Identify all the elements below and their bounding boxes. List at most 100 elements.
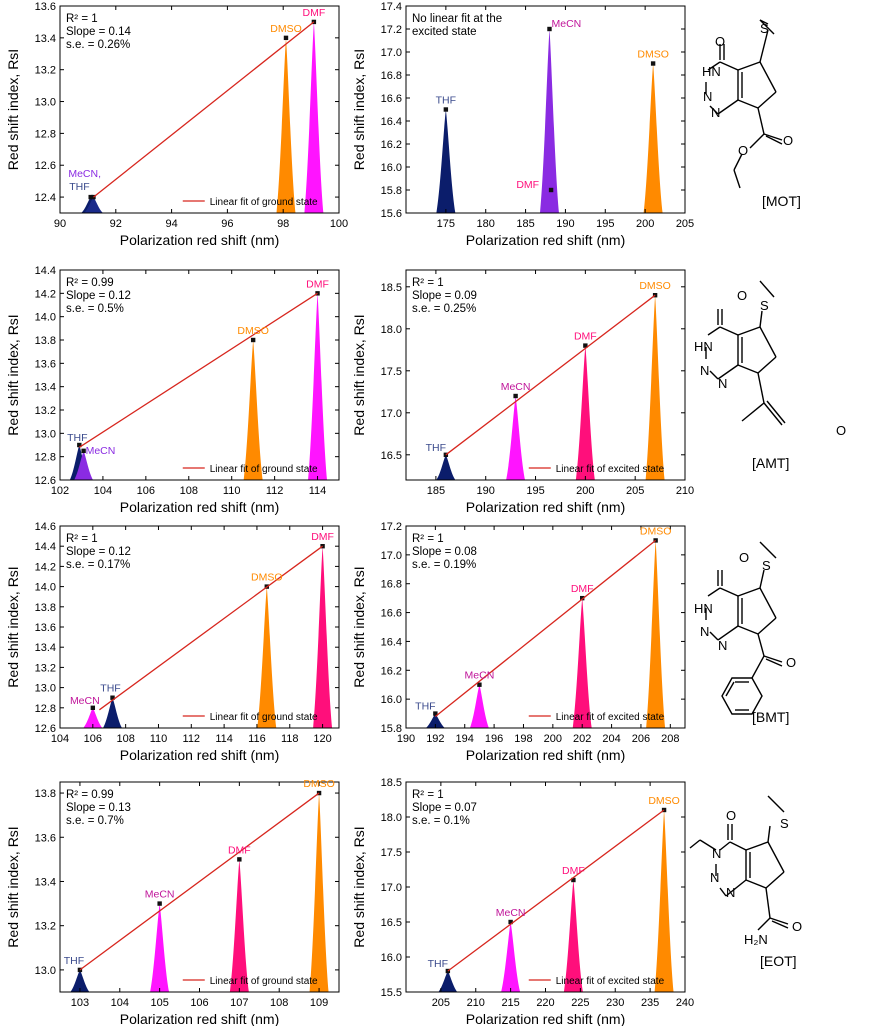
molecule-name-mot: [MOT] <box>762 193 801 209</box>
molecule-structure-bmt <box>705 541 783 715</box>
mol-atom-hn: HN <box>694 339 713 354</box>
y-tick-label: 16.5 <box>381 450 402 462</box>
y-tick-label: 13.8 <box>35 335 56 347</box>
plot-frame <box>59 269 340 481</box>
y-tick-label: 14.0 <box>35 312 56 324</box>
chart-EOT-excited: 205 210 215 220 225 230 235 240 15.5 16.0 16.5 17.0… <box>351 777 694 1026</box>
mol-atom-o: O <box>715 34 725 49</box>
x-tick-label: 118 <box>281 733 299 745</box>
chart-MOT-excited: 175 180 185 190 195 200 205 15.6 15.8 16.0 16.2 16.… <box>351 1 694 248</box>
x-tick-label: 94 <box>165 218 177 230</box>
x-tick-label: 206 <box>632 733 650 745</box>
molecule-labels-eot: O S N N N O H₂N <box>710 808 802 947</box>
fit-stat: Slope = 0.09 <box>412 290 477 302</box>
mol-atom-n3: N <box>726 885 735 900</box>
x-tick-label: 108 <box>270 997 288 1009</box>
y-axis-label: Red shift index, RsI <box>5 314 21 435</box>
y-tick-label: 13.6 <box>35 622 56 634</box>
peak-thf <box>436 109 456 213</box>
y-tick-label: 16.4 <box>381 116 402 128</box>
data-point <box>81 448 86 454</box>
mol-atom-o2: O <box>786 655 796 670</box>
y-tick-label: 16.0 <box>381 952 402 964</box>
plot-frame <box>405 525 686 729</box>
peak-dmso <box>276 37 296 213</box>
y-tick-label: 13.6 <box>35 358 56 370</box>
x-tick-label: 198 <box>514 733 532 745</box>
linear-fit-line <box>99 545 323 711</box>
x-tick-label: 200 <box>576 485 594 497</box>
x-tick-label: 220 <box>536 997 554 1009</box>
mol-atom-o2: O <box>792 919 802 934</box>
y-tick-label: 16.6 <box>381 608 402 620</box>
x-tick-label: 109 <box>310 997 328 1009</box>
x-tick-label: 195 <box>526 485 544 497</box>
peak-dmf <box>572 598 592 728</box>
x-tick-label: 190 <box>477 485 495 497</box>
y-tick-label: 13.0 <box>35 428 56 440</box>
x-axis-label: Polarization red shift (nm) <box>120 1011 280 1026</box>
molecule-structure-amt <box>705 280 786 426</box>
x-tick-label: 202 <box>573 733 591 745</box>
mol-atom-n: N <box>700 363 709 378</box>
data-point <box>77 442 82 448</box>
peak-dmf <box>304 21 324 213</box>
y-tick-label: 16.4 <box>381 636 402 648</box>
data-point <box>91 194 96 200</box>
x-tick-label: 225 <box>571 997 589 1009</box>
mol-atom-s: S <box>762 558 771 573</box>
y-tick-label: 13.6 <box>35 1 56 13</box>
peak-mecn <box>469 684 489 728</box>
y-tick-label: 13.4 <box>35 382 56 394</box>
x-tick-label: 106 <box>84 733 102 745</box>
y-tick-label: 13.0 <box>35 683 56 695</box>
linear-fit-line <box>79 792 320 971</box>
legend-text: Linear fit of ground state <box>210 712 318 723</box>
y-axis-label: Red shift index, RsI <box>351 566 367 687</box>
x-tick-label: 106 <box>190 997 208 1009</box>
y-tick-label: 13.2 <box>35 65 56 77</box>
point-label: DMF <box>574 331 597 343</box>
fit-stat: s.e. = 0.19% <box>412 559 476 571</box>
x-tick-label: 103 <box>71 997 89 1009</box>
data-point <box>250 337 256 343</box>
chart-MOT-ground: 90 92 94 96 98 100 12.4 12.6 12.8 13.0 13.2 13.4 13.… <box>5 1 348 248</box>
fit-stat: R² = 0.99 <box>66 789 114 801</box>
peak-dmso <box>646 540 666 728</box>
data-point <box>237 857 242 862</box>
y-tick-label: 13.6 <box>35 832 56 844</box>
point-label: MeCN, <box>68 168 101 180</box>
mol-atom-n2: N <box>718 638 727 653</box>
x-tick-label: 190 <box>556 218 574 230</box>
mol-atom-o: O <box>737 288 747 303</box>
x-tick-label: 215 <box>501 997 519 1009</box>
peak-dmf <box>563 880 583 992</box>
data-point <box>320 544 325 549</box>
molecule-name-eot: [EOT] <box>760 953 797 969</box>
fit-stat: R² = 1 <box>412 789 444 801</box>
point-label: MeCN <box>551 18 581 30</box>
y-tick-label: 13.2 <box>35 405 56 417</box>
y-tick-label: 16.5 <box>381 917 402 929</box>
chart-AMT-excited: 185 190 195 200 205 210 16.5 17.0 17.5 18.0 18.5 Po… <box>351 269 694 515</box>
peak-thf <box>436 454 456 480</box>
y-tick-label: 15.8 <box>381 185 402 197</box>
x-tick-label: 106 <box>137 485 155 497</box>
y-tick-label: 16.2 <box>381 139 402 151</box>
legend-text: Linear fit of excited state <box>556 464 665 475</box>
peak-dmso <box>257 586 277 728</box>
y-tick-label: 17.4 <box>381 1 402 13</box>
point-label: THF <box>100 683 120 695</box>
point-label: DMF <box>571 583 594 595</box>
chart-BMT-excited: 190 192 194 196 198 200 202 204 206 208 15.8 16.0 16… <box>351 521 686 763</box>
mol-atom-n: N <box>703 89 712 104</box>
y-tick-label: 12.8 <box>35 452 56 464</box>
x-tick-label: 92 <box>110 218 122 230</box>
y-tick-label: 17.0 <box>381 47 402 59</box>
x-tick-label: 180 <box>477 218 495 230</box>
mol-atom-s: S <box>760 21 769 36</box>
data-point <box>477 682 482 687</box>
peak-thf <box>83 197 103 213</box>
y-tick-label: 14.4 <box>35 541 56 553</box>
